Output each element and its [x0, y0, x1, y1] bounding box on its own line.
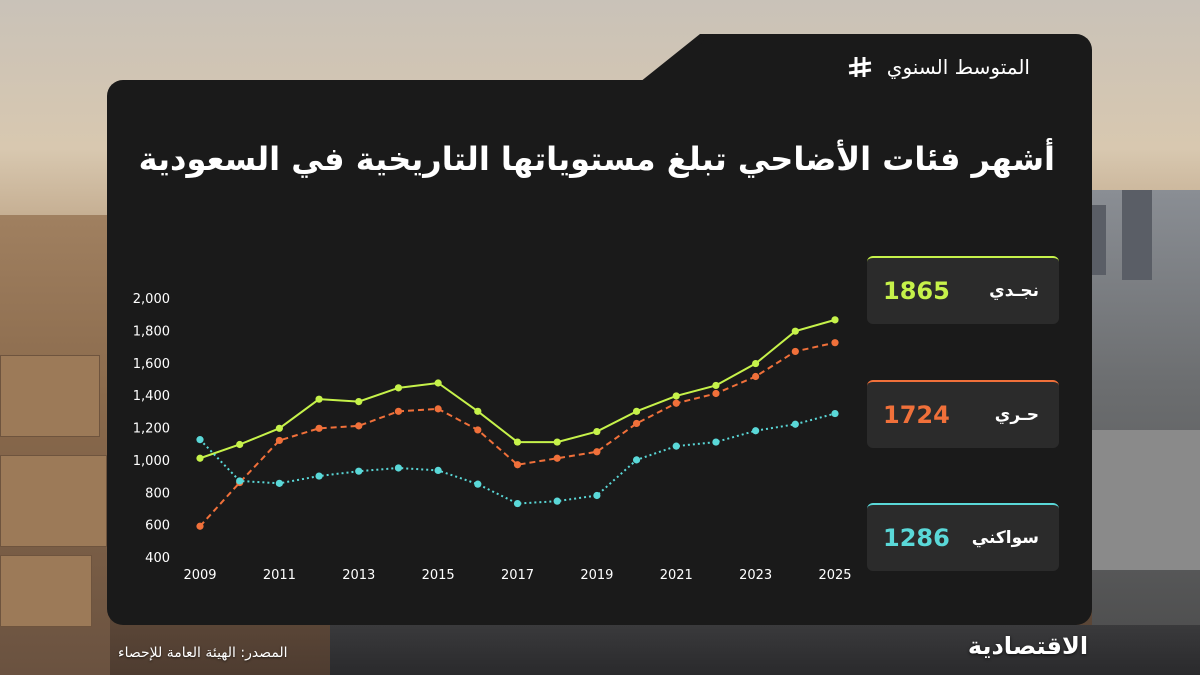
legend-item: 1286 سواكني [867, 503, 1059, 571]
data-point [553, 454, 561, 462]
brand-header: المتوسط السنوي [847, 52, 1030, 82]
data-point [196, 522, 204, 530]
data-point [672, 392, 680, 400]
data-point [632, 407, 641, 415]
data-point [275, 436, 283, 445]
legend-item: 1724 حـري [867, 380, 1059, 448]
data-point [752, 372, 760, 381]
y-tick-label: 1,600 [133, 357, 170, 372]
data-point [315, 424, 323, 432]
x-tick-label: 2021 [660, 568, 693, 583]
y-tick-label: 1,000 [133, 454, 170, 469]
x-tick-label: 2025 [818, 568, 851, 583]
legend-item: 1865 نجـدي [867, 256, 1059, 324]
y-tick-label: 2,000 [133, 292, 170, 307]
brand-label: المتوسط السنوي [886, 55, 1030, 79]
data-point [434, 379, 442, 387]
y-tick-label: 400 [145, 551, 170, 566]
data-point [394, 407, 403, 415]
background-scenery-right [1092, 190, 1200, 675]
x-tick-label: 2019 [580, 568, 613, 583]
data-point [513, 499, 522, 508]
y-tick-label: 1,400 [133, 389, 170, 404]
data-point [632, 419, 641, 428]
data-point [791, 420, 799, 428]
data-point [394, 464, 403, 472]
y-tick-label: 1,800 [133, 324, 170, 339]
y-tick-label: 1,200 [133, 422, 170, 437]
publisher-logo: الاقتصادية [967, 632, 1089, 660]
data-point [513, 438, 522, 446]
x-tick-label: 2015 [422, 568, 455, 583]
data-point [553, 497, 561, 505]
data-point [712, 438, 720, 446]
data-point [474, 426, 482, 434]
data-point [474, 480, 482, 488]
data-point [831, 409, 839, 418]
data-point [355, 422, 363, 430]
x-tick-label: 2013 [342, 568, 375, 583]
data-point [712, 381, 720, 390]
background-road [330, 625, 1200, 675]
data-point [791, 327, 799, 335]
legend-value: 1865 [883, 277, 950, 305]
data-point [672, 399, 680, 407]
data-point [513, 461, 522, 469]
y-tick-label: 800 [145, 486, 170, 501]
legend-value: 1286 [883, 524, 950, 552]
data-point [593, 427, 601, 436]
series-line-1 [199, 341, 836, 527]
data-point [355, 467, 363, 475]
chart-title: أشهر فئات الأضاحي تبلغ مستوياتها التاريخ… [138, 140, 1055, 178]
data-point [672, 442, 680, 450]
legend-value: 1724 [883, 401, 950, 429]
data-point [315, 395, 323, 403]
data-point [632, 456, 641, 464]
data-point [355, 398, 363, 406]
line-chart: 2,000 1,800 1,600 1,400 1,200 1,000 800 600 400 2… [133, 292, 852, 583]
data-point [791, 347, 799, 356]
legend-name: حـري [994, 405, 1039, 425]
data-point [315, 472, 323, 480]
source-note: المصدر: الهيئة العامة للإحصاء [118, 645, 288, 661]
data-point [712, 389, 720, 398]
background-scenery-left [0, 215, 110, 675]
data-point [394, 384, 403, 392]
series-line-2 [199, 412, 836, 505]
data-point [196, 454, 204, 462]
y-tick-label: 600 [145, 519, 170, 534]
data-point [831, 316, 839, 324]
legend-name: نجـدي [989, 281, 1039, 301]
data-point [831, 339, 839, 347]
brand-logo-icon [848, 57, 871, 77]
series-line-0 [199, 318, 836, 460]
x-tick-label: 2023 [739, 568, 772, 583]
legend-name: سواكني [971, 528, 1039, 548]
data-point [275, 424, 283, 432]
data-point [434, 405, 442, 413]
data-point [752, 359, 760, 368]
data-point [752, 427, 760, 435]
x-tick-label: 2011 [263, 568, 296, 583]
data-point [474, 407, 482, 415]
data-point [236, 440, 244, 449]
x-tick-label: 2017 [501, 568, 534, 583]
data-point [236, 477, 244, 485]
data-point [275, 479, 283, 487]
data-point [593, 491, 601, 500]
x-tick-label: 2009 [183, 568, 216, 583]
data-point [553, 438, 561, 446]
data-point [196, 436, 204, 444]
data-point [434, 466, 442, 474]
data-point [593, 448, 601, 456]
